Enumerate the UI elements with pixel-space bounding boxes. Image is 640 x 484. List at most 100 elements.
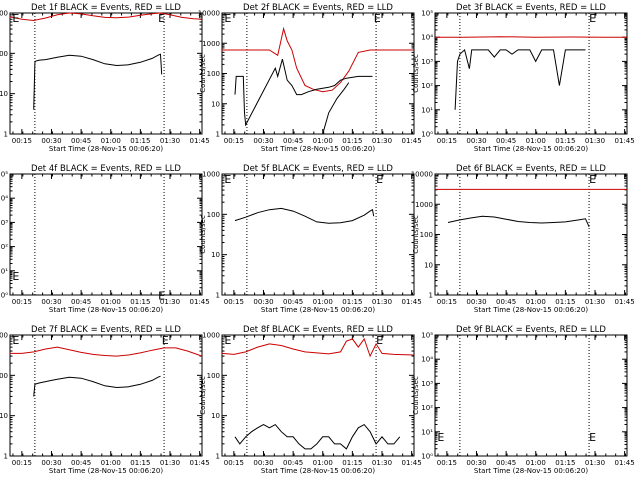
x-axis-label: Start Time (28-Nov-15 00:06:20) (474, 467, 588, 475)
x-tick-label: 00:15 (437, 137, 457, 145)
x-axis-label: Start Time (28-Nov-15 00:06:20) (261, 145, 375, 153)
x-tick-label: 00:45 (283, 137, 303, 145)
plot-frame (434, 334, 628, 457)
x-tick-label: 01:30 (160, 137, 180, 145)
x-tick-label: 00:30 (41, 137, 61, 145)
event-marker-label: E (224, 173, 231, 186)
lld-series-line (10, 346, 203, 357)
event-marker-label: E (589, 431, 596, 444)
y-tick-label: 1000 (415, 201, 433, 209)
x-tick-label: 01:45 (615, 298, 635, 306)
x-tick-label: 00:45 (496, 459, 516, 467)
lld-series-line (435, 36, 627, 38)
y-tick-label: 10⁴ (0, 195, 8, 203)
y-tick-label: 1 (216, 131, 220, 139)
y-tick-label: 100 (207, 70, 220, 78)
x-tick-label: 01:30 (372, 137, 392, 145)
x-tick-label: 01:00 (526, 459, 546, 467)
x-tick-label: 01:00 (313, 298, 333, 306)
x-tick-label: 01:45 (615, 459, 635, 467)
x-tick-label: 00:45 (283, 298, 303, 306)
x-tick-label: 01:45 (402, 137, 422, 145)
x-axis-label: Start Time (28-Nov-15 00:06:20) (474, 145, 588, 153)
x-tick-label: 00:15 (437, 298, 457, 306)
event-marker-label: E (224, 334, 231, 347)
x-tick-label: 01:00 (101, 298, 121, 306)
y-tick-label: 100 (207, 372, 220, 380)
events-series-line (447, 215, 590, 228)
x-tick-label: 00:15 (12, 459, 32, 467)
chart-panel-9: Det 9f BLACK = Events, RED = LLD 10⁰ 10¹ 10… (412, 325, 635, 475)
chart-panel-1: Det 1f BLACK = Events, RED = LLD 1 10 100 10… (0, 3, 210, 153)
plot-frame (221, 173, 415, 296)
x-tick-label: 00:30 (253, 137, 273, 145)
panel-title: Det 4f BLACK = Events, RED = LLD (31, 164, 181, 174)
x-tick-label: 01:00 (526, 298, 546, 306)
x-tick-label: 00:30 (253, 298, 273, 306)
y-tick-label: 1 (216, 453, 220, 461)
panel-title: Det 3f BLACK = Events, RED = LLD (456, 3, 606, 13)
x-tick-label: 01:15 (342, 298, 362, 306)
x-axis-label: Start Time (28-Nov-15 00:06:20) (261, 467, 375, 475)
y-tick-label: 10¹ (421, 428, 433, 436)
y-tick-label: 10² (421, 82, 433, 90)
x-tick-label: 01:15 (555, 137, 575, 145)
y-axis-label: Counts/sec (412, 215, 420, 254)
event-marker-label: E (589, 12, 596, 25)
y-tick-label: 10 (211, 412, 220, 420)
x-tick-label: 01:00 (313, 459, 333, 467)
x-tick-label: 00:30 (466, 298, 486, 306)
event-marker-label: E (376, 334, 383, 347)
y-tick-label: 1 (216, 292, 220, 300)
x-tick-label: 00:15 (224, 137, 244, 145)
x-tick-label: 01:45 (190, 459, 210, 467)
y-tick-label: 10000 (198, 10, 220, 18)
y-tick-label: 100 (0, 372, 8, 380)
y-tick-label: 10 (0, 412, 8, 420)
x-tick-label: 01:30 (160, 459, 180, 467)
y-tick-label: 10³ (421, 380, 433, 388)
y-tick-label: 1 (429, 292, 433, 300)
y-tick-label: 10⁰ (421, 453, 433, 461)
x-axis-label: Start Time (28-Nov-15 00:06:20) (49, 467, 163, 475)
chart-panel-8: Det 8f BLACK = Events, RED = LLD 1 10 100 10… (199, 325, 422, 475)
y-tick-label: 1 (4, 131, 8, 139)
events-series-line (322, 82, 350, 135)
chart-panel-4: Det 4f BLACK = Events, RED = LLD 10⁰ 10¹ 10… (0, 164, 210, 314)
x-axis-label: Start Time (28-Nov-15 00:06:20) (49, 306, 163, 314)
y-tick-label: 1 (4, 453, 8, 461)
panel-title: Det 5f BLACK = Events, RED = LLD (243, 164, 393, 174)
y-tick-label: 10³ (421, 58, 433, 66)
y-tick-label: 10 (211, 100, 220, 108)
x-tick-label: 00:45 (496, 298, 516, 306)
event-marker-label: E (12, 334, 19, 347)
y-axis-label: Counts/sec (199, 54, 207, 93)
y-tick-label: 10¹ (0, 267, 8, 275)
y-tick-label: 10000 (411, 171, 433, 179)
x-tick-label: 00:45 (71, 459, 91, 467)
x-tick-label: 00:30 (41, 298, 61, 306)
x-tick-label: 00:45 (283, 459, 303, 467)
y-tick-label: 10⁵ (0, 171, 8, 179)
lld-series-line (9, 12, 203, 22)
x-tick-label: 01:15 (130, 298, 150, 306)
x-axis-label: Start Time (28-Nov-15 00:06:20) (49, 145, 163, 153)
x-tick-label: 00:30 (253, 459, 273, 467)
x-tick-label: 00:30 (466, 137, 486, 145)
x-tick-label: 01:45 (402, 459, 422, 467)
event-marker-label: E (589, 173, 596, 186)
x-tick-label: 01:45 (190, 298, 210, 306)
y-tick-label: 10⁴ (421, 356, 433, 364)
events-series-line (234, 58, 373, 127)
plot-frame (221, 334, 415, 457)
y-tick-label: 10⁴ (421, 34, 433, 42)
y-axis-label: Counts/sec (412, 376, 420, 415)
panel-title: Det 8f BLACK = Events, RED = LLD (243, 325, 393, 335)
x-tick-label: 01:15 (555, 459, 575, 467)
plot-frame (9, 173, 203, 296)
event-marker-label: E (158, 290, 165, 303)
x-tick-label: 00:15 (224, 298, 244, 306)
event-marker-label: E (162, 334, 169, 347)
x-tick-label: 01:45 (402, 298, 422, 306)
plot-frame (9, 12, 203, 135)
